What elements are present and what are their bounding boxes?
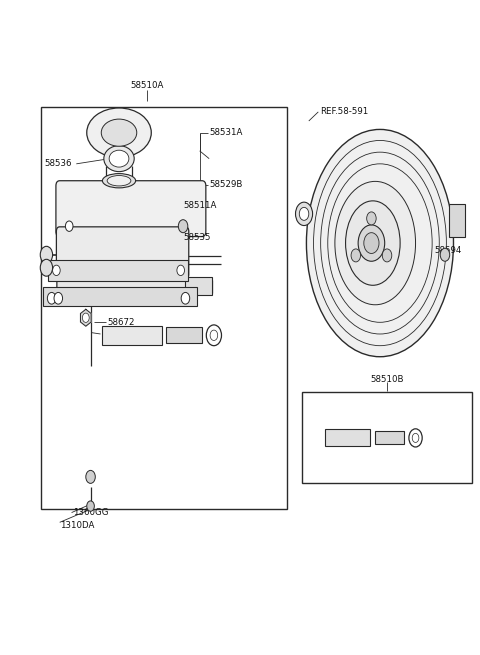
Circle shape	[181, 292, 190, 304]
Circle shape	[440, 248, 450, 261]
Text: 58672: 58672	[107, 318, 135, 327]
Ellipse shape	[102, 174, 136, 188]
Text: 58529B: 58529B	[209, 180, 242, 189]
Text: 58510B: 58510B	[371, 375, 404, 384]
Ellipse shape	[107, 176, 131, 186]
FancyBboxPatch shape	[56, 181, 206, 236]
Text: 58514A: 58514A	[101, 329, 135, 339]
Text: 58536: 58536	[45, 159, 72, 168]
Circle shape	[177, 265, 184, 276]
Ellipse shape	[109, 150, 129, 167]
Text: 58510A: 58510A	[131, 81, 164, 90]
Text: 58511A: 58511A	[183, 201, 216, 210]
Circle shape	[409, 429, 422, 447]
Circle shape	[87, 501, 95, 512]
Bar	[48, 260, 188, 281]
Bar	[43, 287, 197, 306]
Text: 58531A: 58531A	[209, 128, 242, 137]
Circle shape	[65, 221, 73, 231]
Bar	[301, 392, 472, 483]
Circle shape	[206, 325, 221, 346]
Circle shape	[86, 470, 96, 483]
Circle shape	[40, 259, 53, 276]
Circle shape	[179, 219, 188, 233]
Circle shape	[351, 249, 360, 262]
Ellipse shape	[306, 130, 454, 357]
Ellipse shape	[104, 145, 134, 172]
Circle shape	[210, 330, 218, 341]
Bar	[375, 432, 404, 444]
Ellipse shape	[87, 108, 151, 157]
Circle shape	[382, 249, 392, 262]
Circle shape	[358, 225, 384, 261]
Bar	[325, 430, 371, 446]
Circle shape	[40, 246, 53, 263]
Bar	[102, 326, 162, 345]
Bar	[449, 204, 466, 236]
Circle shape	[296, 202, 312, 225]
FancyBboxPatch shape	[57, 271, 188, 302]
Polygon shape	[81, 309, 91, 326]
Text: 1310DA: 1310DA	[60, 521, 94, 530]
Ellipse shape	[101, 119, 137, 146]
Circle shape	[412, 434, 419, 442]
Ellipse shape	[335, 181, 416, 305]
Circle shape	[48, 292, 56, 304]
Circle shape	[54, 292, 62, 304]
Bar	[185, 278, 212, 295]
Text: 1360GG: 1360GG	[73, 508, 108, 517]
Circle shape	[364, 233, 379, 253]
Ellipse shape	[346, 201, 400, 286]
Text: 58594: 58594	[434, 246, 462, 255]
Text: REF.58-591: REF.58-591	[320, 107, 368, 117]
Circle shape	[367, 212, 376, 225]
FancyBboxPatch shape	[56, 227, 189, 279]
Circle shape	[53, 265, 60, 276]
Circle shape	[300, 208, 309, 220]
Bar	[167, 328, 202, 343]
Text: 58535: 58535	[183, 233, 211, 242]
Bar	[41, 107, 288, 510]
Circle shape	[83, 313, 89, 322]
